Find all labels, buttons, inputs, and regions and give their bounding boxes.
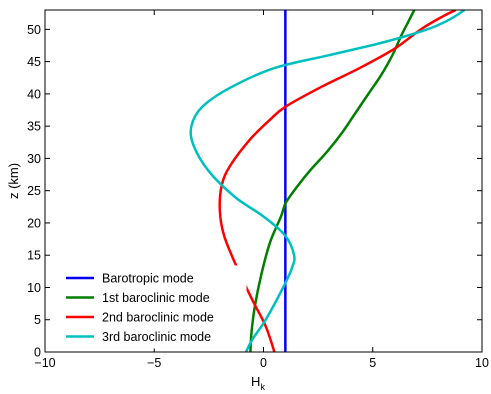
series-line-3rd-baroclinic-mode	[189, 10, 466, 352]
legend-label-2nd-baroclinic-mode: 2nd baroclinic mode	[102, 311, 214, 325]
series-line-1st-baroclinic-mode	[249, 10, 416, 352]
y-tick-label: 30	[27, 152, 41, 166]
y-axis-label: z (km)	[6, 163, 21, 199]
y-tick-label: 20	[27, 216, 41, 230]
x-tick-label: −10	[34, 356, 55, 370]
x-tick-label: 5	[369, 356, 376, 370]
legend-label-3rd-baroclinic-mode: 3rd baroclinic mode	[102, 330, 211, 344]
x-axis-label-main: H	[251, 374, 260, 389]
y-tick-label: 50	[27, 23, 41, 37]
x-tick-label: −5	[147, 356, 161, 370]
x-axis-label: Hk	[251, 374, 265, 392]
legend-label-barotropic-mode: Barotropic mode	[102, 272, 194, 286]
legend-box	[59, 265, 247, 349]
y-tick-label: 5	[34, 313, 41, 327]
y-tick-label: 10	[27, 281, 41, 295]
tick-layer: −10 −5 0 5 10 0 5 10 15 20 25 30 35 40 45 50	[27, 10, 489, 370]
x-tick-label: 10	[475, 356, 489, 370]
legend-label-1st-baroclinic-mode: 1st baroclinic mode	[102, 291, 210, 305]
x-tick-label: 0	[260, 356, 267, 370]
y-tick-label: 40	[27, 87, 41, 101]
y-tick-label: 25	[27, 184, 41, 198]
y-tick-label: 15	[27, 249, 41, 263]
y-tick-label: 45	[27, 55, 41, 69]
y-tick-label: 0	[34, 346, 41, 360]
x-axis-label-subscript: k	[260, 382, 265, 392]
y-tick-label: 35	[27, 120, 41, 134]
legend: Barotropic mode 1st baroclinic mode 2nd ba…	[59, 265, 247, 349]
